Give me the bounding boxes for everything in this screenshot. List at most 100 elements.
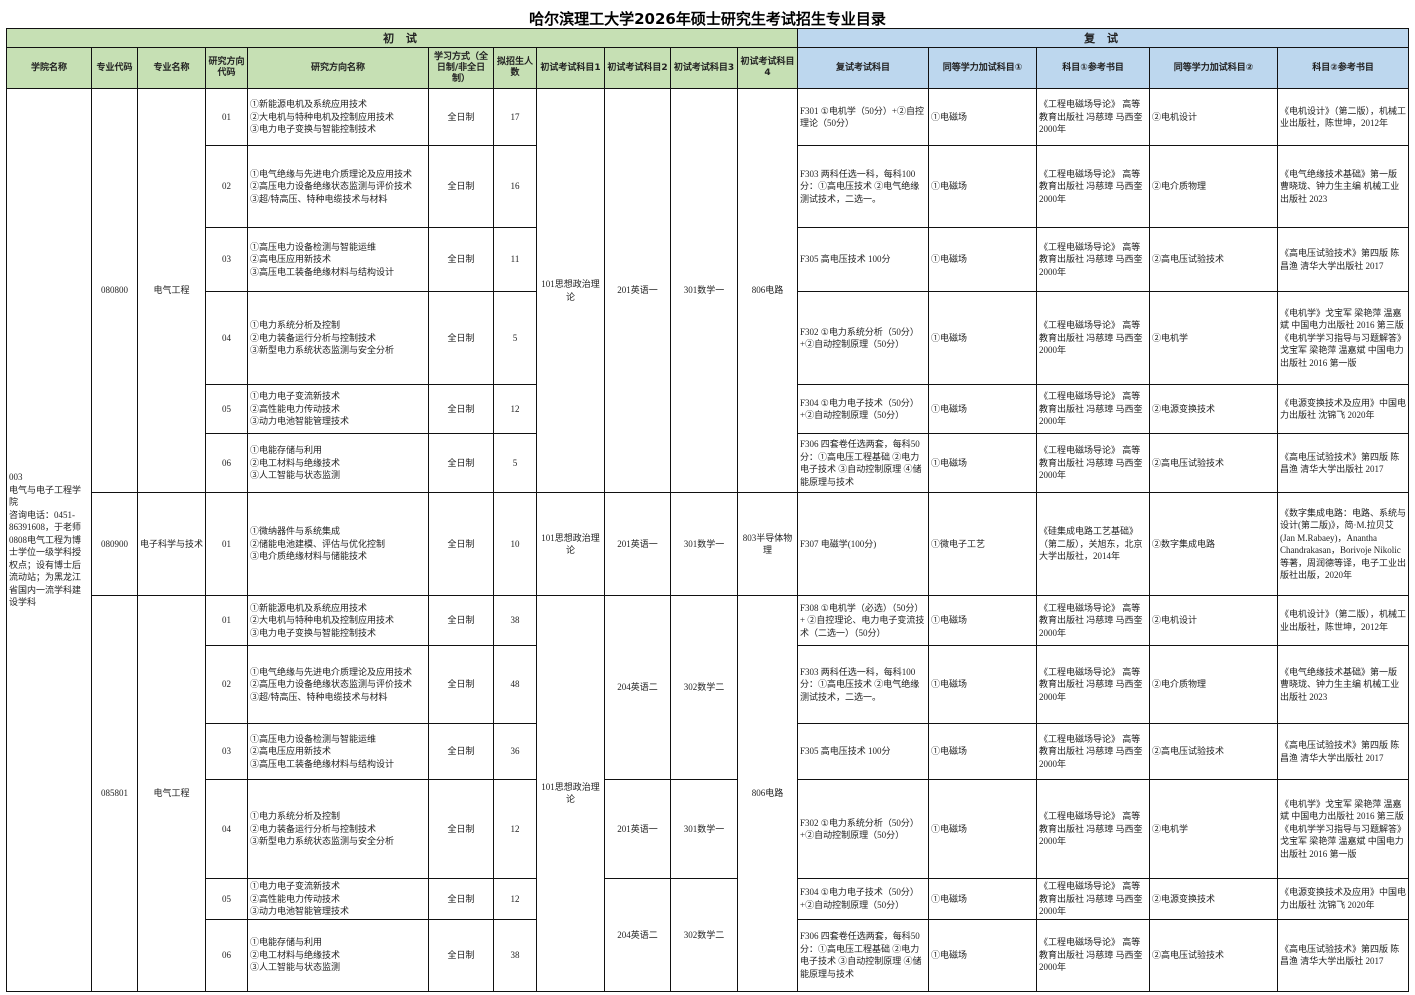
retest-subject: F304 ①电力电子技术（50分）+②自动控制原理（50分） bbox=[797, 384, 930, 434]
ref-books2: 《电源变换技术及应用》中国电力出版社 沈锦飞 2020年 bbox=[1277, 878, 1410, 920]
direction-name: ①微纳器件与系统集成 ②储能电池建模、评估与优化控制 ③电介质绝缘材料与储能技术 bbox=[247, 492, 429, 596]
direction-code: 01 bbox=[205, 492, 248, 596]
ref-books1: 《工程电磁场导论》 高等教育出版社 冯慈璋 马西奎2000年 bbox=[1036, 291, 1151, 385]
equivalent-subject1: ①电磁场 bbox=[928, 145, 1038, 228]
header-subject3: 初试考试科目3 bbox=[670, 47, 738, 89]
subject3-math: 301数学一 bbox=[670, 492, 738, 596]
major-code: 085801 bbox=[91, 595, 138, 992]
retest-subject: F308 ①电机学（必选）（50分）+ ②自控理论、电力电子变流技术（二选一）（… bbox=[797, 595, 930, 646]
equivalent-subject1: ①电磁场 bbox=[928, 779, 1038, 879]
retest-subject: F306 四套卷任选两套，每科50分：①高电压工程基础 ②电力电子技术 ③自动控… bbox=[797, 918, 930, 992]
direction-name: ①高压电力设备检测与智能运维 ②高电压应用新技术 ③高压电工装备绝缘材料与结构设… bbox=[247, 227, 429, 292]
equivalent-subject2: ②电机学 bbox=[1149, 779, 1279, 879]
ref-books1: 《硅集成电路工艺基础》（第二版），关旭东，北京大学出版社，2014年 bbox=[1036, 492, 1151, 596]
subject1-politics: 101思想政治理论 bbox=[536, 595, 605, 992]
subject2-english: 204英语二 bbox=[604, 878, 671, 992]
college-name: 003 电气与电子工程学院 咨询电话：0451-86391608，于老师 080… bbox=[6, 88, 92, 992]
initial-exam-section: 初 试 bbox=[5, 28, 799, 48]
subject2-english: 204英语二 bbox=[604, 595, 671, 780]
table-row: 05 ①电力电子变流新技术 ②高性能电力传动技术 ③动力电池智能管理技术 全日制 12… bbox=[7, 878, 1410, 992]
quota: 38 bbox=[493, 918, 537, 992]
quota: 36 bbox=[493, 723, 537, 780]
direction-name: ①电力电子变流新技术 ②高性能电力传动技术 ③动力电池智能管理技术 bbox=[247, 878, 429, 920]
equivalent-subject2: ②高电压试验技术 bbox=[1149, 227, 1279, 292]
table-row: 03 ①高压电力设备检测与智能运维 ②高电压应用新技术 ③高压电工装备绝缘材料与结… bbox=[7, 723, 1410, 780]
column-headers: 学院名称 专业代码 专业名称 研究方向代码 研究方向名称 学习方式（全日制/非全日制） 拟招… bbox=[6, 47, 1410, 89]
ref-books1: 《工程电磁场导论》 高等教育出版社 冯慈璋 马西奎2000年 bbox=[1036, 227, 1151, 292]
table-row: 003 电气与电子工程学院 咨询电话：0451-86391608，于老师 080… bbox=[6, 88, 1410, 992]
study-mode: 全日制 bbox=[428, 227, 494, 292]
retest-section: 复 试 bbox=[797, 28, 1410, 48]
direction-name: ①高压电力设备检测与智能运维 ②高电压应用新技术 ③高压电工装备绝缘材料与结构设… bbox=[247, 723, 429, 780]
equivalent-subject2: ②数字集成电路 bbox=[1149, 492, 1279, 596]
header-college: 学院名称 bbox=[6, 47, 92, 89]
equivalent-subject2: ②电源变换技术 bbox=[1149, 878, 1279, 920]
quota: 10 bbox=[493, 492, 537, 596]
retest-subject: F301 ①电机学（50分）+②自控理论（50分） bbox=[797, 88, 930, 146]
table-row: 04 ①电力系统分析及控制 ②电力装备运行分析与控制技术 ③新型电力系统状态监测与… bbox=[7, 779, 1410, 879]
ref-books2: 《电机学》戈宝军 梁艳萍 温嘉斌 中国电力出版社 2016 第三版 《电机学学习… bbox=[1277, 779, 1410, 879]
direction-name: ①新能源电机及系统应用技术 ②大电机与特种电机及控制应用技术 ③电力电子变换与智… bbox=[247, 595, 429, 646]
subject2-english: 201英语一 bbox=[604, 492, 671, 596]
direction-name: ①电能存储与利用 ②电工材料与绝缘技术 ③人工智能与状态监测 bbox=[247, 433, 429, 493]
table-row: 02 ①电气绝缘与先进电介质理论及应用技术 ②高压电力设备绝缘状态监测与评价技术 … bbox=[7, 645, 1410, 724]
study-mode: 全日制 bbox=[428, 291, 494, 385]
study-mode: 全日制 bbox=[428, 779, 494, 879]
quota: 17 bbox=[493, 88, 537, 146]
header-ref-books2: 科目②参考书目 bbox=[1277, 47, 1410, 89]
table-row: 06 ①电能存储与利用 ②电工材料与绝缘技术 ③人工智能与状态监测 全日制 38 F30… bbox=[7, 918, 1410, 992]
equivalent-subject1: ①微电子工艺 bbox=[928, 492, 1038, 596]
equivalent-subject2: ②电机学 bbox=[1149, 291, 1279, 385]
equivalent-subject1: ①电磁场 bbox=[928, 723, 1038, 780]
equivalent-subject1: ①电磁场 bbox=[928, 433, 1038, 493]
equivalent-subject1: ①电磁场 bbox=[928, 918, 1038, 992]
quota: 12 bbox=[493, 878, 537, 920]
ref-books1: 《工程电磁场导论》 高等教育出版社 冯慈璋 马西奎2000年 bbox=[1036, 878, 1151, 920]
quota: 48 bbox=[493, 645, 537, 724]
subject4-major: 803半导体物理 bbox=[736, 492, 799, 596]
table-row: 080900 电子科学与技术 01 ①微纳器件与系统集成 ②储能电池建模、评估与优化控… bbox=[7, 492, 1410, 596]
direction-name: ①电气绝缘与先进电介质理论及应用技术 ②高压电力设备绝缘状态监测与评价技术 ③超… bbox=[247, 645, 429, 724]
equivalent-subject1: ①电磁场 bbox=[928, 595, 1038, 646]
quota: 5 bbox=[493, 291, 537, 385]
table-row: 085801 电气工程 01 ①新能源电机及系统应用技术 ②大电机与特种电机及控制应用… bbox=[7, 595, 1410, 992]
header-subject2: 初试考试科目2 bbox=[604, 47, 671, 89]
header-equivalent-subject1: 同等学力加试科目① bbox=[928, 47, 1038, 89]
retest-subject: F305 高电压技术 100分 bbox=[797, 227, 930, 292]
ref-books2: 《电气绝缘技术基础》第一版 曹晓珑、钟力生主编 机械工业出版社 2023 bbox=[1277, 645, 1410, 724]
subject3-math: 301数学一 bbox=[670, 88, 738, 493]
direction-code: 03 bbox=[205, 723, 248, 780]
quota: 38 bbox=[493, 595, 537, 646]
section-band: 初 试 复 试 bbox=[5, 28, 1410, 48]
equivalent-subject2: ②电源变换技术 bbox=[1149, 384, 1279, 434]
subject3-math: 301数学一 bbox=[670, 779, 738, 879]
table-body: 003 电气与电子工程学院 咨询电话：0451-86391608，于老师 080… bbox=[6, 88, 1410, 992]
retest-subject: F305 高电压技术 100分 bbox=[797, 723, 930, 780]
equivalent-subject1: ①电磁场 bbox=[928, 645, 1038, 724]
table-row: 02 ①电气绝缘与先进电介质理论及应用技术 ②高压电力设备绝缘状态监测与评价技术 … bbox=[7, 145, 1410, 228]
study-mode: 全日制 bbox=[428, 88, 494, 146]
ref-books2: 《数字集成电路：电路、系统与设计(第二版)》，简·M.拉贝艾(Jan M.Rab… bbox=[1277, 492, 1410, 596]
ref-books1: 《工程电磁场导论》 高等教育出版社 冯慈璋 马西奎2000年 bbox=[1036, 433, 1151, 493]
direction-name: ①电气绝缘与先进电介质理论及应用技术 ②高压电力设备绝缘状态监测与评价技术 ③超… bbox=[247, 145, 429, 228]
direction-name: ①电力系统分析及控制 ②电力装备运行分析与控制技术 ③新型电力系统状态监测与安全… bbox=[247, 779, 429, 879]
header-subject4: 初试考试科目4 bbox=[736, 47, 799, 89]
subject1-politics: 101思想政治理论 bbox=[536, 88, 605, 493]
quota: 12 bbox=[493, 384, 537, 434]
ref-books2: 《高电压试验技术》第四版 陈昌渔 清华大学出版社 2017 bbox=[1277, 723, 1410, 780]
ref-books1: 《工程电磁场导论》 高等教育出版社 冯慈璋 马西奎2000年 bbox=[1036, 918, 1151, 992]
major-code: 080800 bbox=[91, 88, 138, 493]
equivalent-subject2: ②电介质物理 bbox=[1149, 645, 1279, 724]
direction-code: 05 bbox=[205, 878, 248, 920]
ref-books1: 《工程电磁场导论》 高等教育出版社 冯慈璋 马西奎2000年 bbox=[1036, 145, 1151, 228]
equivalent-subject2: ②高电压试验技术 bbox=[1149, 723, 1279, 780]
ref-books1: 《工程电磁场导论》 高等教育出版社 冯慈璋 马西奎2000年 bbox=[1036, 779, 1151, 879]
ref-books2: 《电机设计》（第二版），机械工业出版社，陈世坤，2012年 bbox=[1277, 88, 1410, 146]
retest-subject: F307 电磁学(100分) bbox=[797, 492, 930, 596]
ref-books1: 《工程电磁场导论》 高等教育出版社 冯慈璋 马西奎2000年 bbox=[1036, 384, 1151, 434]
header-retest-subject: 复试考试科目 bbox=[797, 47, 930, 89]
subject4-major: 806电路 bbox=[736, 595, 799, 992]
ref-books1: 《工程电磁场导论》 高等教育出版社 冯慈璋 马西奎2000年 bbox=[1036, 88, 1151, 146]
ref-books2: 《高电压试验技术》第四版 陈昌渔 清华大学出版社 2017 bbox=[1277, 918, 1410, 992]
equivalent-subject2: ②电机设计 bbox=[1149, 88, 1279, 146]
